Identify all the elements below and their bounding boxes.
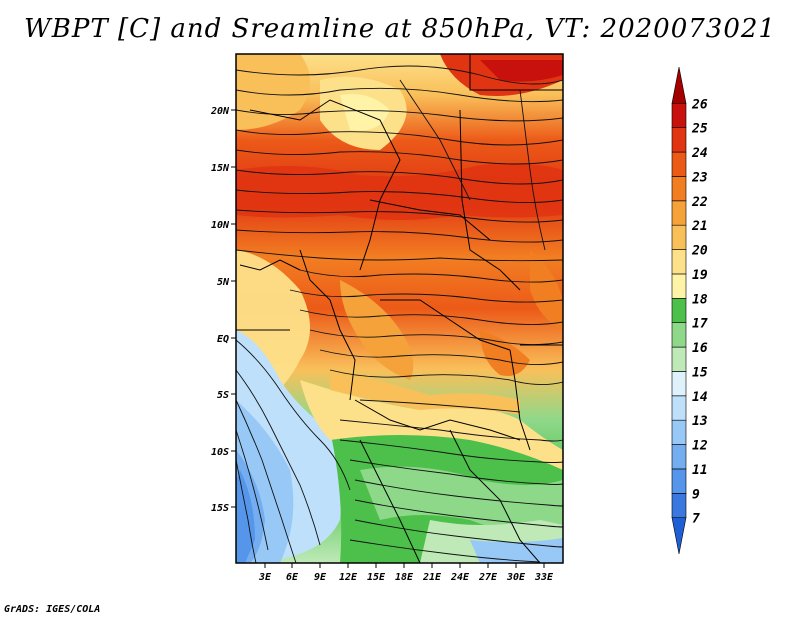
colorbar-label: 11	[692, 463, 708, 478]
lon-label: 3E	[258, 572, 272, 583]
colorbar-label: 25	[691, 122, 708, 137]
colorbar-swatch	[671, 517, 687, 555]
lon-label: 21E	[422, 572, 442, 583]
colorbar-label: 15	[692, 365, 708, 380]
colorbar-label: 9	[692, 487, 700, 502]
colorbar-swatch	[671, 371, 687, 397]
lat-label: 15S	[211, 503, 229, 514]
lon-label: 12E	[339, 572, 358, 583]
colorbar-label: 23	[691, 170, 708, 185]
colorbar-swatch	[671, 444, 687, 470]
colorbar-swatch	[671, 298, 687, 323]
country-borders	[236, 54, 563, 563]
colorbar-swatch	[671, 200, 687, 226]
lon-labels: 3E 6E 9E 12E 15E 18E 21E 24E 27E 30E 33E	[258, 572, 554, 583]
chart-title: WBPT [C] and Sreamline at 850hPa, VT: 20…	[24, 14, 776, 44]
colorbar-swatch	[671, 419, 687, 445]
colorbar-swatch	[671, 224, 687, 250]
axis-ticks	[231, 109, 545, 568]
colorbar	[671, 66, 687, 555]
colorbar-swatch	[671, 492, 687, 518]
colorbar-swatch	[671, 395, 687, 421]
colorbar-label: 22	[691, 195, 708, 210]
lat-labels: 20N 15N 10N 5N EQ 5S 10S 15S	[210, 106, 230, 514]
lon-label: 33E	[534, 572, 554, 583]
streamlines	[236, 65, 563, 563]
lon-label: 18E	[395, 572, 414, 583]
lat-label: 5S	[217, 390, 229, 401]
colorbar-swatch	[671, 468, 687, 494]
lat-label: EQ	[217, 334, 229, 345]
lon-label: 15E	[367, 572, 386, 583]
lat-label: 10N	[211, 220, 230, 231]
colorbar-label: 14	[692, 390, 708, 405]
colorbar-label: 7	[692, 512, 700, 527]
colorbar-label: 20	[691, 244, 708, 259]
colorbar-swatch	[671, 103, 687, 129]
colorbar-swatch	[671, 66, 687, 104]
colorbar-label: 19	[692, 268, 708, 283]
lat-label: 20N	[210, 106, 230, 117]
map-frame	[235, 53, 564, 564]
lon-label: 6E	[286, 572, 299, 583]
lon-label: 9E	[314, 572, 327, 583]
lat-label: 5N	[217, 277, 230, 288]
colorbar-label: 26	[691, 97, 708, 112]
colorbar-label: 17	[692, 317, 708, 332]
lat-label: 15N	[211, 163, 230, 174]
lon-label: 30E	[506, 572, 526, 583]
colorbar-labels: 7 9 11 12 13 14 15 16 17 18 19 20 21 22 23 24 25 26	[691, 97, 708, 526]
grads-credit: GrADS: IGES/COLA	[4, 604, 101, 615]
colorbar-swatch	[671, 151, 687, 177]
colorbar-label: 16	[692, 341, 708, 356]
colorbar-swatch	[671, 127, 687, 153]
colorbar-swatch	[671, 322, 687, 348]
colorbar-swatch	[671, 249, 687, 275]
colorbar-label: 21	[691, 219, 708, 234]
lon-label: 24E	[450, 572, 470, 583]
colorbar-swatch	[671, 273, 687, 299]
colorbar-label: 24	[691, 146, 708, 161]
colorbar-label: 13	[692, 414, 708, 429]
colorbar-label: 18	[692, 292, 708, 307]
lon-label: 27E	[478, 572, 498, 583]
colorbar-swatch	[671, 176, 687, 202]
colorbar-label: 12	[692, 439, 708, 454]
temperature-field	[236, 54, 563, 563]
lat-label: 10S	[211, 447, 229, 458]
colorbar-swatch	[671, 346, 687, 372]
